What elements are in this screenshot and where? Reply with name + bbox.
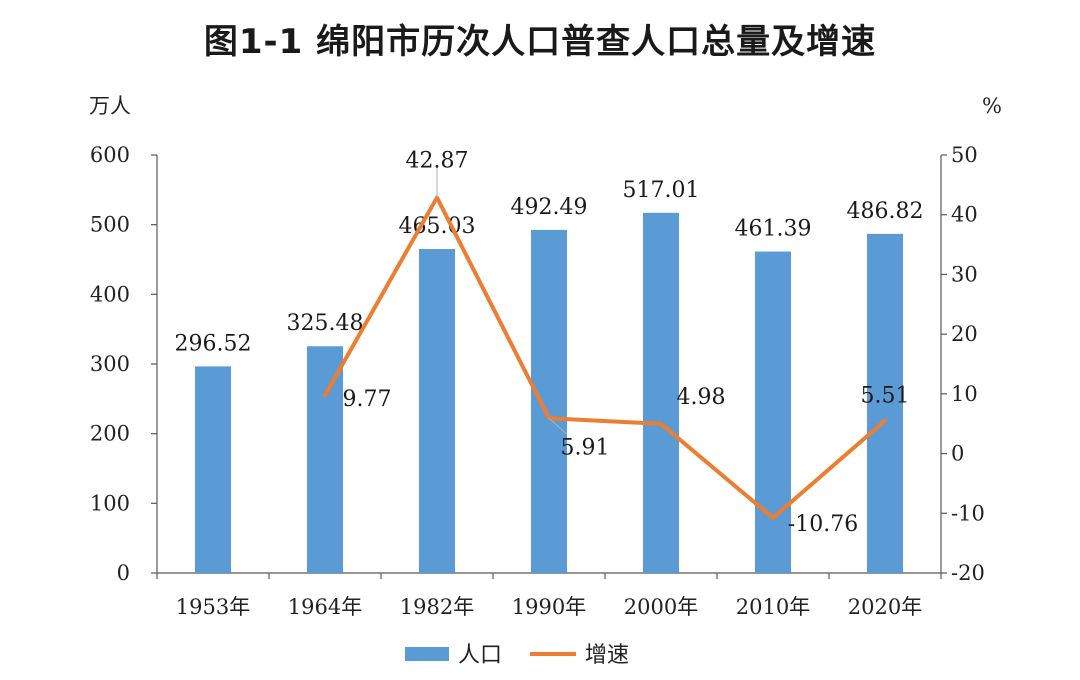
legend-line-label: 增速 bbox=[585, 643, 629, 668]
left-tick-label: 0 bbox=[117, 561, 130, 585]
bar bbox=[419, 249, 455, 573]
bar bbox=[643, 212, 679, 574]
legend: 人口 增速 bbox=[405, 643, 629, 668]
left-tick-label: 100 bbox=[90, 491, 130, 515]
bar bbox=[531, 229, 567, 574]
left-tick-label: 600 bbox=[90, 143, 130, 167]
bar bbox=[195, 366, 231, 573]
right-tick-label: 20 bbox=[951, 322, 978, 346]
right-tick-label: -20 bbox=[951, 561, 985, 585]
line-data-label: 5.51 bbox=[861, 384, 910, 409]
x-tick-label: 1990年 bbox=[512, 595, 586, 619]
x-tick-label: 1964年 bbox=[288, 595, 362, 619]
bar-data-label: 517.01 bbox=[623, 178, 700, 203]
left-tick-label: 400 bbox=[90, 282, 130, 306]
growth-line bbox=[323, 195, 887, 520]
right-tick-label: 10 bbox=[951, 382, 978, 406]
x-tick-label: 2000年 bbox=[624, 595, 698, 619]
bar bbox=[755, 251, 791, 573]
bar-data-label: 492.49 bbox=[511, 195, 588, 220]
bar-data-label: 461.39 bbox=[735, 217, 812, 242]
x-tick-label: 1982年 bbox=[400, 595, 474, 619]
bar bbox=[307, 346, 343, 573]
right-tick-label: 0 bbox=[951, 442, 964, 466]
left-tick-label: 500 bbox=[90, 213, 130, 237]
right-tick-label: 50 bbox=[951, 143, 978, 167]
chart-title: 图1-1 绵阳市历次人口普查人口总量及增速 bbox=[203, 22, 877, 62]
left-tick-label: 300 bbox=[90, 352, 130, 376]
x-tick-label: 2010年 bbox=[736, 595, 810, 619]
plot-area: 0 100 200 300 400 500 600 -20 -10 0 10 20 30 40 50 1953… bbox=[90, 143, 985, 619]
right-tick-label: -10 bbox=[951, 501, 985, 525]
line-data-label: -10.76 bbox=[788, 512, 858, 537]
left-tick-label: 200 bbox=[90, 422, 130, 446]
right-tick-label: 30 bbox=[951, 262, 978, 286]
bar-data-label: 486.82 bbox=[847, 199, 924, 224]
bar-data-label: 325.48 bbox=[287, 311, 364, 336]
line-data-label: 42.87 bbox=[406, 149, 469, 174]
line-data-label: 9.77 bbox=[343, 387, 392, 412]
line-data-label: 5.91 bbox=[561, 435, 610, 460]
leader-line bbox=[548, 417, 568, 435]
left-axis-unit: 万人 bbox=[89, 94, 131, 118]
x-tick-label: 1953年 bbox=[176, 595, 250, 619]
line-data-label: 4.98 bbox=[677, 385, 726, 410]
bar-data-label: 296.52 bbox=[175, 331, 252, 356]
legend-bar-swatch bbox=[405, 647, 449, 661]
right-axis-unit: % bbox=[982, 94, 1002, 118]
bar bbox=[867, 233, 903, 573]
right-tick-label: 40 bbox=[951, 203, 978, 227]
legend-bar-label: 人口 bbox=[458, 643, 502, 668]
bar-data-label: 465.03 bbox=[399, 214, 476, 239]
x-tick-label: 2020年 bbox=[848, 595, 922, 619]
